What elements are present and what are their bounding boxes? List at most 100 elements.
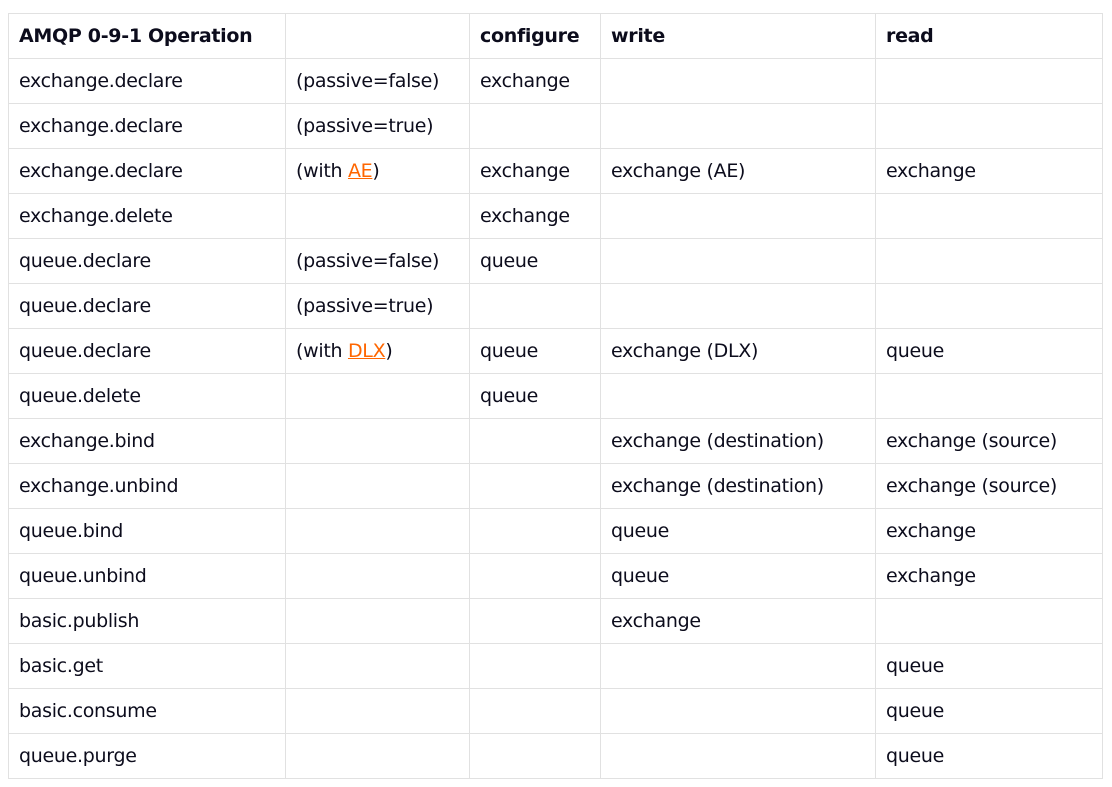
write-cell: exchange (DLX)	[600, 328, 876, 374]
read-cell	[875, 283, 1103, 329]
read-cell: exchange (source)	[875, 418, 1103, 464]
read-cell	[875, 373, 1103, 419]
header-write: write	[600, 13, 876, 59]
write-cell: exchange	[600, 598, 876, 644]
table-row: exchange.declare (passive=false) exchange	[8, 58, 1103, 104]
note-text: (passive=false)	[296, 70, 440, 92]
header-configure: configure	[469, 13, 601, 59]
note-cell: (with DLX)	[285, 328, 470, 374]
read-cell: exchange (source)	[875, 463, 1103, 509]
note-cell: (with AE)	[285, 148, 470, 194]
write-cell	[600, 193, 876, 239]
note-cell: (passive=true)	[285, 103, 470, 149]
write-cell: exchange (AE)	[600, 148, 876, 194]
note-cell	[285, 418, 470, 464]
operation-cell: basic.get	[8, 643, 286, 689]
note-text: (with	[296, 340, 348, 362]
note-cell: (passive=false)	[285, 58, 470, 104]
operation-cell: exchange.delete	[8, 193, 286, 239]
operation-cell: basic.publish	[8, 598, 286, 644]
configure-cell	[469, 553, 601, 599]
configure-cell	[469, 688, 601, 734]
read-cell	[875, 238, 1103, 284]
note-cell	[285, 643, 470, 689]
read-cell: exchange	[875, 508, 1103, 554]
operation-cell: queue.declare	[8, 238, 286, 284]
note-cell	[285, 508, 470, 554]
note-cell	[285, 553, 470, 599]
table-row: basic.consume queue	[8, 688, 1103, 734]
table-row: exchange.delete exchange	[8, 193, 1103, 239]
note-text: (passive=false)	[296, 250, 440, 272]
configure-cell: exchange	[469, 148, 601, 194]
write-cell	[600, 643, 876, 689]
operation-cell: queue.delete	[8, 373, 286, 419]
read-cell: queue	[875, 688, 1103, 734]
table-row: basic.publish exchange	[8, 598, 1103, 644]
write-cell	[600, 103, 876, 149]
header-read: read	[875, 13, 1103, 59]
write-cell	[600, 373, 876, 419]
write-cell: exchange (destination)	[600, 418, 876, 464]
configure-cell: exchange	[469, 193, 601, 239]
table-row: queue.declare (with DLX) queue exchange (DL…	[8, 328, 1103, 374]
note-link[interactable]: AE	[347, 160, 373, 182]
write-cell: queue	[600, 508, 876, 554]
operation-cell: queue.unbind	[8, 553, 286, 599]
write-cell: exchange (destination)	[600, 463, 876, 509]
write-cell	[600, 733, 876, 779]
operation-cell: exchange.unbind	[8, 463, 286, 509]
note-text: (with	[296, 160, 348, 182]
table-row: exchange.unbind exchange (destination) exc…	[8, 463, 1103, 509]
table-row: queue.unbind queue exchange	[8, 553, 1103, 599]
write-cell	[600, 238, 876, 284]
configure-cell	[469, 103, 601, 149]
note-cell	[285, 733, 470, 779]
note-text: (passive=true)	[296, 115, 434, 137]
write-cell: queue	[600, 553, 876, 599]
read-cell: queue	[875, 328, 1103, 374]
note-text: (passive=true)	[296, 295, 434, 317]
write-cell	[600, 283, 876, 329]
operation-cell: exchange.bind	[8, 418, 286, 464]
note-cell	[285, 688, 470, 734]
note-cell	[285, 373, 470, 419]
operation-cell: exchange.declare	[8, 103, 286, 149]
operation-cell: basic.consume	[8, 688, 286, 734]
read-cell	[875, 58, 1103, 104]
table-row: basic.get queue	[8, 643, 1103, 689]
header-row: AMQP 0-9-1 Operation configure write rea…	[8, 13, 1103, 59]
read-cell	[875, 598, 1103, 644]
note-cell	[285, 463, 470, 509]
configure-cell	[469, 463, 601, 509]
permissions-table: AMQP 0-9-1 Operation configure write rea…	[8, 13, 1103, 779]
operation-cell: exchange.declare	[8, 58, 286, 104]
table-row: exchange.declare (with AE) exchange exchang…	[8, 148, 1103, 194]
configure-cell	[469, 643, 601, 689]
configure-cell: queue	[469, 238, 601, 284]
note-cell	[285, 193, 470, 239]
operation-cell: queue.purge	[8, 733, 286, 779]
note-cell: (passive=false)	[285, 238, 470, 284]
table-row: exchange.declare (passive=true)	[8, 103, 1103, 149]
table-row: queue.bind queue exchange	[8, 508, 1103, 554]
operation-cell: queue.bind	[8, 508, 286, 554]
write-cell	[600, 688, 876, 734]
table-row: queue.declare (passive=false) queue	[8, 238, 1103, 284]
configure-cell: exchange	[469, 58, 601, 104]
configure-cell: queue	[469, 328, 601, 374]
table-row: queue.delete queue	[8, 373, 1103, 419]
read-cell: queue	[875, 643, 1103, 689]
configure-cell	[469, 733, 601, 779]
read-cell	[875, 103, 1103, 149]
note-text: )	[385, 340, 393, 362]
table-row: queue.declare (passive=true)	[8, 283, 1103, 329]
write-cell	[600, 58, 876, 104]
header-note	[285, 13, 470, 59]
note-cell: (passive=true)	[285, 283, 470, 329]
note-link[interactable]: DLX	[347, 340, 386, 362]
configure-cell	[469, 598, 601, 644]
header-operation: AMQP 0-9-1 Operation	[8, 13, 286, 59]
operation-cell: queue.declare	[8, 328, 286, 374]
configure-cell: queue	[469, 373, 601, 419]
